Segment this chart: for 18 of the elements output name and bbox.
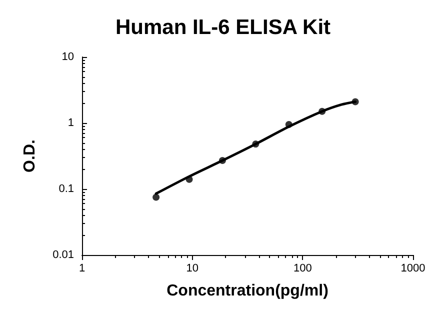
x-axis-title: Concentration(pg/ml) [166,282,328,300]
point [218,157,226,164]
point [186,176,193,183]
x-tick-label: 1000 [400,262,426,274]
y-tick-label: 0.1 [58,183,74,195]
x-tick-label: 1 [78,262,86,274]
x-tick-label: 100 [293,262,312,274]
x-tick-label: 10 [186,262,198,274]
point [152,194,160,201]
chart-title: Human IL-6 ELISA Kit [115,16,331,39]
point [285,120,292,128]
point [352,98,359,106]
y-tick-label: 10 [62,51,74,63]
y-tick-label: 0.01 [52,249,74,261]
point [318,108,326,115]
y-tick-label: 1 [68,117,74,129]
point [252,140,260,148]
y-axis-title: O.D. [22,140,38,172]
